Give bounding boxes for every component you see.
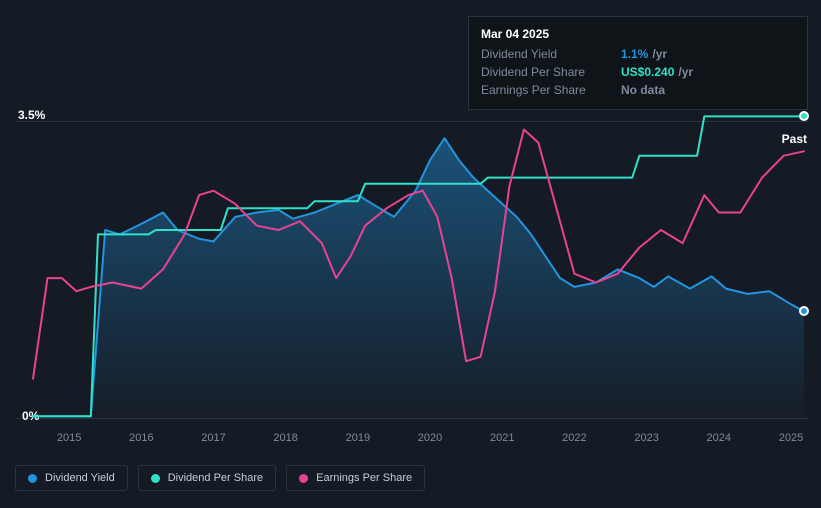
x-tick-2019: 2019 (346, 432, 370, 444)
tooltip-value: 1.1%/yr (621, 47, 667, 61)
x-tick-2021: 2021 (490, 432, 514, 444)
x-tick-2020: 2020 (418, 432, 442, 444)
legend-item-dividend-yield[interactable]: Dividend Yield (15, 465, 128, 491)
tooltip-value: No data (621, 83, 665, 97)
past-label: Past (782, 132, 807, 146)
tooltip-unit: /yr (678, 65, 693, 79)
tooltip-date: Mar 04 2025 (481, 27, 795, 41)
x-tick-2016: 2016 (129, 432, 153, 444)
legend-label: Earnings Per Share (316, 472, 412, 484)
chart-plot-area[interactable] (15, 112, 809, 418)
tooltip-label: Dividend Yield (481, 47, 621, 61)
legend-dot-icon (299, 474, 308, 483)
tooltip-row: Dividend Yield1.1%/yr (481, 45, 795, 63)
x-tick-2022: 2022 (562, 432, 586, 444)
tooltip-unit: /yr (652, 47, 667, 61)
x-axis: 2015 2016 2017 2018 2019 2020 2021 2022 2023 2024… (15, 432, 809, 448)
x-tick-2017: 2017 (201, 432, 225, 444)
legend-item-earnings-per-share[interactable]: Earnings Per Share (286, 465, 425, 491)
chart-legend: Dividend Yield Dividend Per Share Earnings… (15, 465, 425, 491)
endpoint-dividend-per-share (799, 111, 809, 121)
x-tick-2018: 2018 (273, 432, 297, 444)
legend-dot-icon (151, 474, 160, 483)
legend-dot-icon (28, 474, 37, 483)
endpoint-dividend-yield (799, 306, 809, 316)
x-tick-2023: 2023 (634, 432, 658, 444)
chart-svg (15, 112, 809, 418)
x-tick-2015: 2015 (57, 432, 81, 444)
tooltip-label: Earnings Per Share (481, 83, 621, 97)
legend-label: Dividend Yield (45, 472, 115, 484)
x-tick-2025: 2025 (779, 432, 803, 444)
tooltip-label: Dividend Per Share (481, 65, 621, 79)
tooltip-row: Earnings Per ShareNo data (481, 81, 795, 99)
tooltip-value: US$0.240/yr (621, 65, 693, 79)
gridline-bottom (15, 418, 809, 419)
area-dividend-yield (33, 138, 804, 418)
tooltip-row: Dividend Per ShareUS$0.240/yr (481, 63, 795, 81)
legend-item-dividend-per-share[interactable]: Dividend Per Share (138, 465, 276, 491)
x-tick-2024: 2024 (707, 432, 731, 444)
chart-tooltip: Mar 04 2025 Dividend Yield1.1%/yrDividen… (468, 16, 808, 110)
legend-label: Dividend Per Share (168, 472, 263, 484)
